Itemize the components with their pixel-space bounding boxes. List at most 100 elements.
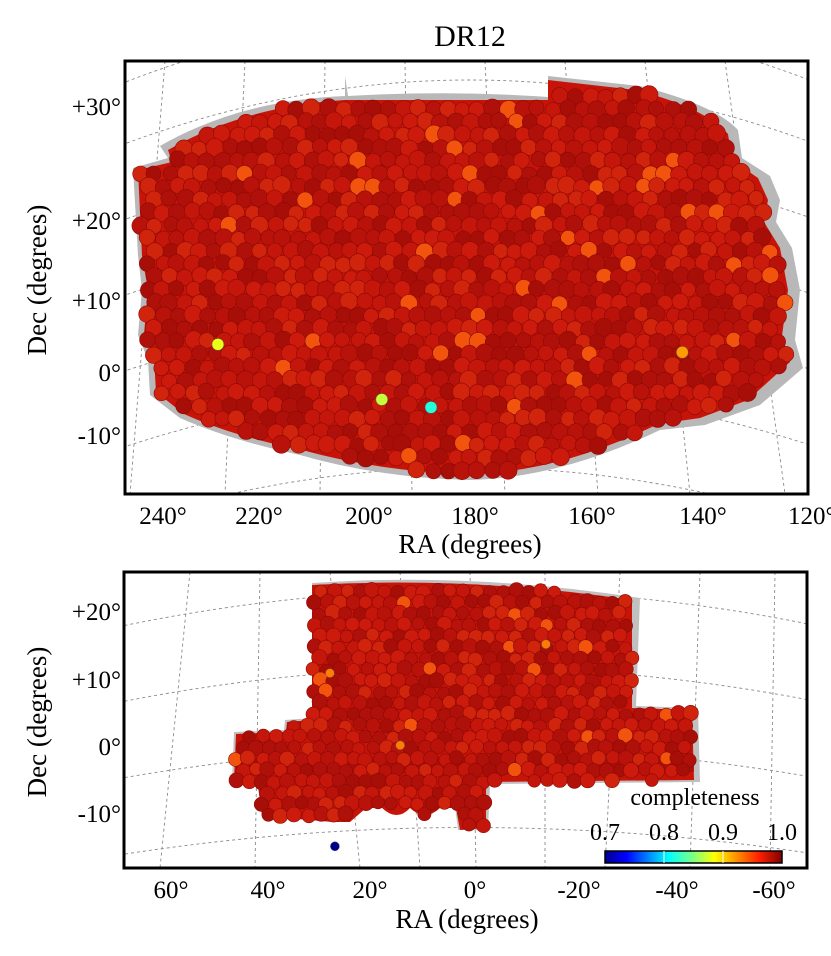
south-tile [358, 729, 372, 744]
south-tile [455, 583, 470, 598]
north-xtick-180: 180° [451, 503, 499, 530]
north-tile [138, 228, 156, 246]
north-tile [333, 151, 349, 168]
north-tile [483, 434, 500, 452]
south-tile [605, 750, 620, 765]
south-xtick-m60: -60° [752, 877, 795, 904]
north-tile [680, 281, 696, 298]
north-tile [500, 203, 517, 220]
south-y-ticks: +20° +10° 0° -10° [72, 599, 121, 828]
north-tile [770, 358, 787, 375]
north-tile [228, 255, 245, 273]
south-tile [384, 796, 398, 811]
south-axes-frame [122, 570, 809, 870]
south-tile [392, 696, 407, 710]
north-x-ticks: 240° 220° 200° 180° 160° 140° 120° [139, 503, 831, 530]
north-tile [215, 177, 232, 194]
north-tile [197, 382, 215, 400]
south-ytick-20: +20° [72, 599, 121, 626]
north-tile [153, 385, 170, 401]
south-tile [423, 638, 438, 653]
south-tile [253, 796, 269, 812]
north-tile [364, 409, 381, 426]
south-panel: 60° 40° 20° 0° -20° -40° -60° +20° +10° … [22, 570, 809, 934]
south-tile [312, 761, 328, 777]
south-tile [370, 705, 386, 721]
north-tile [738, 383, 757, 402]
north-tile [160, 190, 177, 207]
north-tile [139, 331, 156, 348]
north-tile [191, 398, 208, 415]
north-tile [341, 447, 359, 465]
south-tile [593, 706, 607, 720]
south-tile [474, 639, 490, 655]
north-tile [528, 99, 545, 116]
south-low-completeness-sector [325, 668, 335, 678]
north-tile [506, 164, 523, 181]
north-tile [393, 409, 410, 426]
north-tile [399, 395, 418, 414]
north-tile [717, 293, 734, 310]
south-tile [332, 661, 347, 675]
south-tile [410, 797, 424, 811]
north-low-completeness-sector [676, 346, 689, 359]
south-tile [239, 749, 256, 766]
north-tile [700, 396, 718, 414]
south-tile [618, 594, 633, 609]
south-tile [345, 616, 360, 632]
north-tile [430, 216, 447, 232]
colorbar-tick-0.7: 0.7 [590, 820, 620, 846]
south-tile [358, 617, 373, 632]
north-tile [387, 112, 404, 129]
south-tile [428, 672, 445, 689]
south-low-completeness-sector [395, 740, 405, 751]
south-tile [364, 673, 379, 688]
north-tile [574, 305, 593, 324]
south-tile [345, 594, 362, 610]
north-tile [572, 281, 590, 299]
south-tile [305, 662, 320, 676]
colorbar: completeness 0.7 0.8 0.9 1.0 [590, 785, 797, 864]
south-tile [579, 772, 596, 789]
north-tile [425, 463, 442, 480]
south-tile [306, 594, 322, 611]
north-tile [650, 254, 666, 271]
south-tile [337, 672, 354, 689]
south-tile [363, 582, 380, 598]
north-tile [581, 371, 598, 388]
south-tile [301, 808, 317, 824]
north-tile [467, 461, 486, 480]
north-tile [531, 151, 547, 167]
south-tile [437, 795, 452, 810]
south-tile [358, 595, 373, 609]
north-tile [558, 125, 576, 143]
north-tile [362, 435, 380, 452]
south-tile [410, 750, 426, 766]
south-tile [514, 683, 530, 698]
north-tile [632, 383, 650, 401]
south-ytick-m10: -10° [78, 801, 121, 828]
north-tile [169, 150, 187, 168]
south-tile [371, 795, 385, 810]
north-tile [168, 332, 185, 349]
north-tile [431, 447, 448, 465]
south-tile [553, 662, 568, 678]
north-tile [515, 332, 532, 349]
north-tile [271, 434, 291, 454]
north-tile [731, 163, 751, 182]
north-tile [589, 436, 608, 455]
colorbar-gradient [604, 850, 783, 864]
north-tile [635, 229, 652, 246]
north-tile [169, 383, 186, 400]
south-tile [443, 583, 457, 597]
south-tile [307, 728, 322, 743]
south-tile [639, 739, 654, 754]
south-tile [256, 728, 271, 743]
north-tile [707, 124, 726, 143]
north-tile [227, 278, 246, 298]
south-tile [613, 694, 628, 709]
south-tile [507, 762, 523, 777]
south-tile [379, 718, 395, 734]
north-tile [393, 176, 410, 193]
north-tile [648, 177, 666, 194]
